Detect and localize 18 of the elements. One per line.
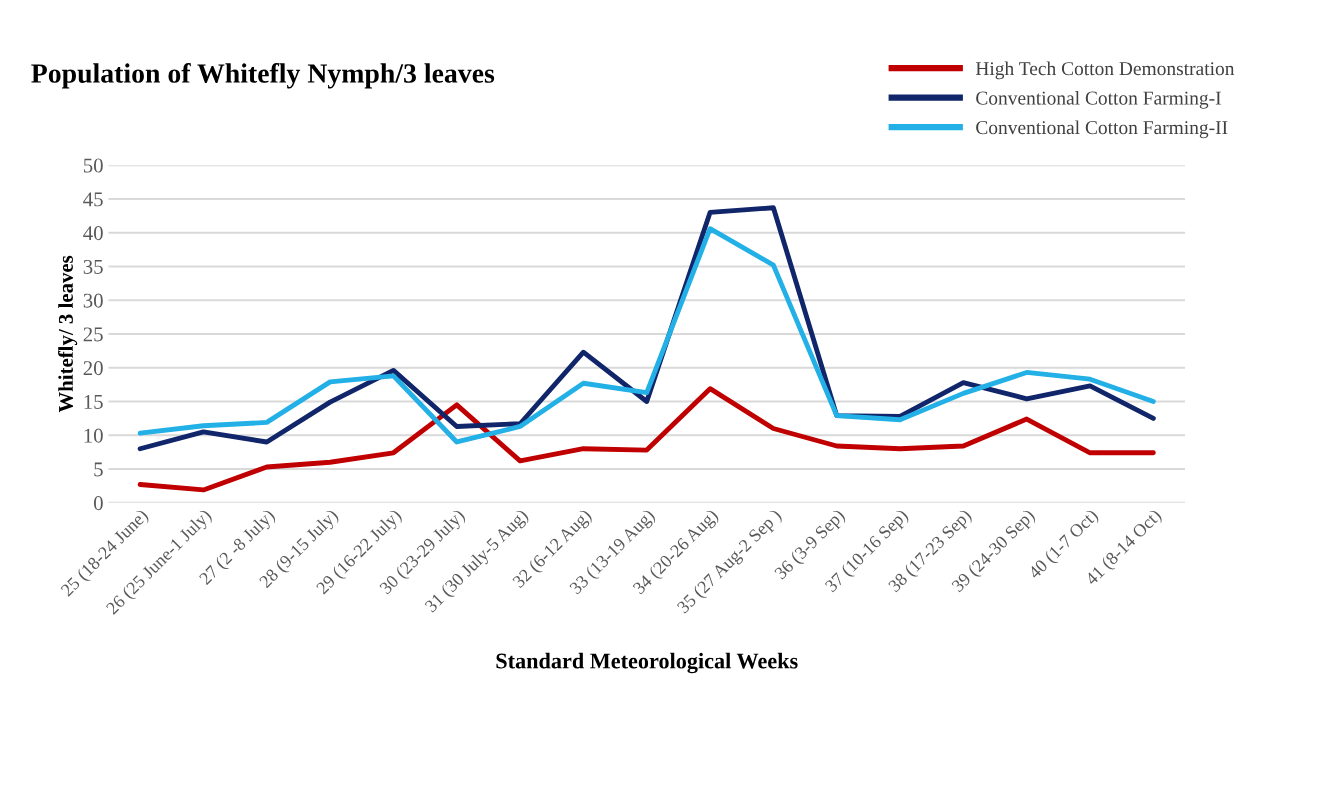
y-tick-label: 35	[83, 259, 103, 274]
y-tick-label: 25	[83, 327, 103, 342]
y-tick-label: 50	[83, 158, 103, 173]
chart-title: Population of Whitefly Nymph/3 leaves	[31, 63, 495, 89]
y-tick-label: 40	[83, 226, 103, 241]
y-tick-label: 15	[84, 394, 103, 409]
y-tick-label: 30	[83, 293, 103, 308]
y-axis-title: Whitefly/ 3 leaves	[58, 255, 78, 413]
y-tick-label: 20	[83, 361, 103, 376]
x-axis-title: Standard Meteorological Weeks	[496, 652, 798, 674]
line-series	[137, 386, 1156, 493]
legend-label: High Tech Cotton Demonstration	[975, 61, 1235, 80]
y-tick-label: 10	[84, 428, 103, 443]
y-tick-label: 5	[94, 462, 103, 477]
y-tick-label: 0	[93, 496, 103, 511]
y-tick-label: 45	[83, 192, 103, 207]
legend-label: Conventional Cotton Farming-II	[976, 120, 1228, 139]
legend-label: Conventional Cotton Farming-I	[976, 90, 1221, 109]
